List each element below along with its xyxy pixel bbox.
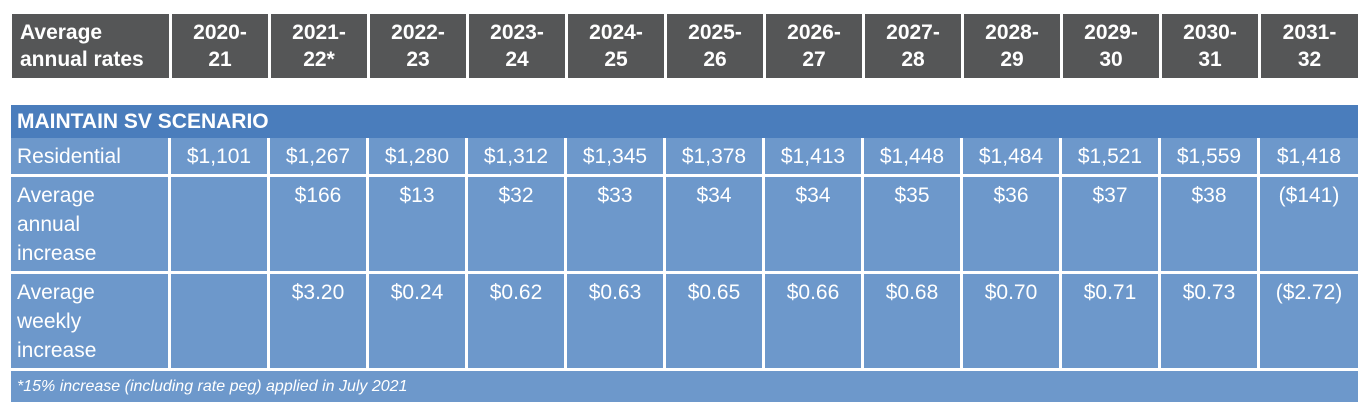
table-cell: $166 [270,177,369,274]
year-header-cell: 2025- 26 [667,14,766,78]
table-cell: $36 [963,177,1062,274]
year-header-cell: 2030- 31 [1162,14,1261,78]
table-cell [171,177,270,274]
table-cell: $1,418 [1260,138,1358,177]
table-cell: $0.70 [963,274,1062,371]
table-cell: $1,378 [666,138,765,177]
table-cell: $1,413 [765,138,864,177]
year-header-cell: 2024- 25 [568,14,667,78]
year-header-line2: 31 [1198,48,1222,71]
table-cell: $34 [666,177,765,274]
row-label-line: Residential [17,145,121,168]
table-cell: $33 [567,177,666,274]
table-cell: $32 [468,177,567,274]
year-header-line2: 26 [703,48,727,71]
header-row: Average annual rates 2020- 21 2021- 22* 20… [12,14,1358,78]
table-cell: $0.68 [864,274,963,371]
row-label: Residential [11,138,171,177]
row-label-line: increase [17,339,97,362]
year-header-cell: 2020- 21 [172,14,271,78]
table-cell: $0.63 [567,274,666,371]
table-cell: $37 [1062,177,1161,274]
year-header-line2: 30 [1099,48,1123,71]
year-header-line2: 24 [505,48,529,71]
year-header-line2: 28 [901,48,925,71]
year-header-cell: 2022- 23 [370,14,469,78]
year-header-cell: 2029- 30 [1063,14,1162,78]
table-cell [171,274,270,371]
table-row-annual-increase: Average annual increase $166 $13 $32 $33… [11,177,1358,274]
year-header-line2: 22* [303,48,335,71]
year-header-cell: 2028- 29 [964,14,1063,78]
year-header-line2: 27 [802,48,826,71]
table-cell: $0.73 [1161,274,1260,371]
table-cell: $3.20 [270,274,369,371]
table-cell: ($141) [1260,177,1358,274]
table-cell: $38 [1161,177,1260,274]
year-header-cell: 2021- 22* [271,14,370,78]
year-header-line1: 2028- [985,21,1039,44]
year-header-line1: 2021- [292,21,346,44]
table-cell: $1,280 [369,138,468,177]
header-label-cell: Average annual rates [12,14,172,78]
year-header-line2: 32 [1297,48,1322,71]
row-label-line: weekly [17,310,82,333]
year-header-line1: 2031- [1282,21,1337,44]
table-cell: $1,484 [963,138,1062,177]
table-cell: $0.65 [666,274,765,371]
row-label-line: Average [17,281,95,304]
year-header-line1: 2020- [193,21,247,44]
year-header-line1: 2022- [391,21,445,44]
year-header-line2: 25 [604,48,628,71]
table-cell: $0.66 [765,274,864,371]
year-header-cell: 2023- 24 [469,14,568,78]
row-label: Average weekly increase [11,274,171,371]
table-cell: $0.62 [468,274,567,371]
year-header-cell: 2027- 28 [865,14,964,78]
table-cell: $1,345 [567,138,666,177]
footnote: *15% increase (including rate peg) appli… [11,371,1358,402]
header-table: Average annual rates 2020- 21 2021- 22* 20… [12,14,1358,78]
year-header-line2: 21 [208,48,232,71]
year-header-line1: 2029- [1084,21,1138,44]
year-header-line1: 2026- [787,21,841,44]
year-header-cell: 2031- 32 [1261,14,1358,78]
year-header-line1: 2023- [490,21,544,44]
row-label-line: increase [17,242,97,265]
year-header-line2: 23 [406,48,430,71]
table-cell: $1,267 [270,138,369,177]
year-header-line1: 2030- [1183,21,1237,44]
year-header-line1: 2027- [886,21,940,44]
scenario-title: MAINTAIN SV SCENARIO [11,105,1358,138]
table-cell: $1,559 [1161,138,1260,177]
table-cell: $0.24 [369,274,468,371]
table-cell: $1,312 [468,138,567,177]
scenario-table-section: MAINTAIN SV SCENARIO Residential $1,101 … [11,105,1358,402]
scenario-table: Residential $1,101 $1,267 $1,280 $1,312 … [11,138,1358,371]
table-cell: ($2.72) [1260,274,1358,371]
year-header-line1: 2024- [589,21,643,44]
row-label: Average annual increase [11,177,171,274]
row-label-line: Average [17,184,95,207]
table-cell: $34 [765,177,864,274]
year-header-cell: 2026- 27 [766,14,865,78]
year-header-line2: 29 [1000,48,1024,71]
table-row-weekly-increase: Average weekly increase $3.20 $0.24 $0.6… [11,274,1358,371]
table-cell: $35 [864,177,963,274]
table-cell: $0.71 [1062,274,1161,371]
table-cell: $1,101 [171,138,270,177]
table-cell: $13 [369,177,468,274]
header-label-line2: annual rates [20,48,144,71]
table-cell: $1,521 [1062,138,1161,177]
table-row-residential: Residential $1,101 $1,267 $1,280 $1,312 … [11,138,1358,177]
row-label-line: annual [17,213,81,236]
year-header-line1: 2025- [688,21,742,44]
header-label-line1: Average [20,21,103,44]
table-cell: $1,448 [864,138,963,177]
